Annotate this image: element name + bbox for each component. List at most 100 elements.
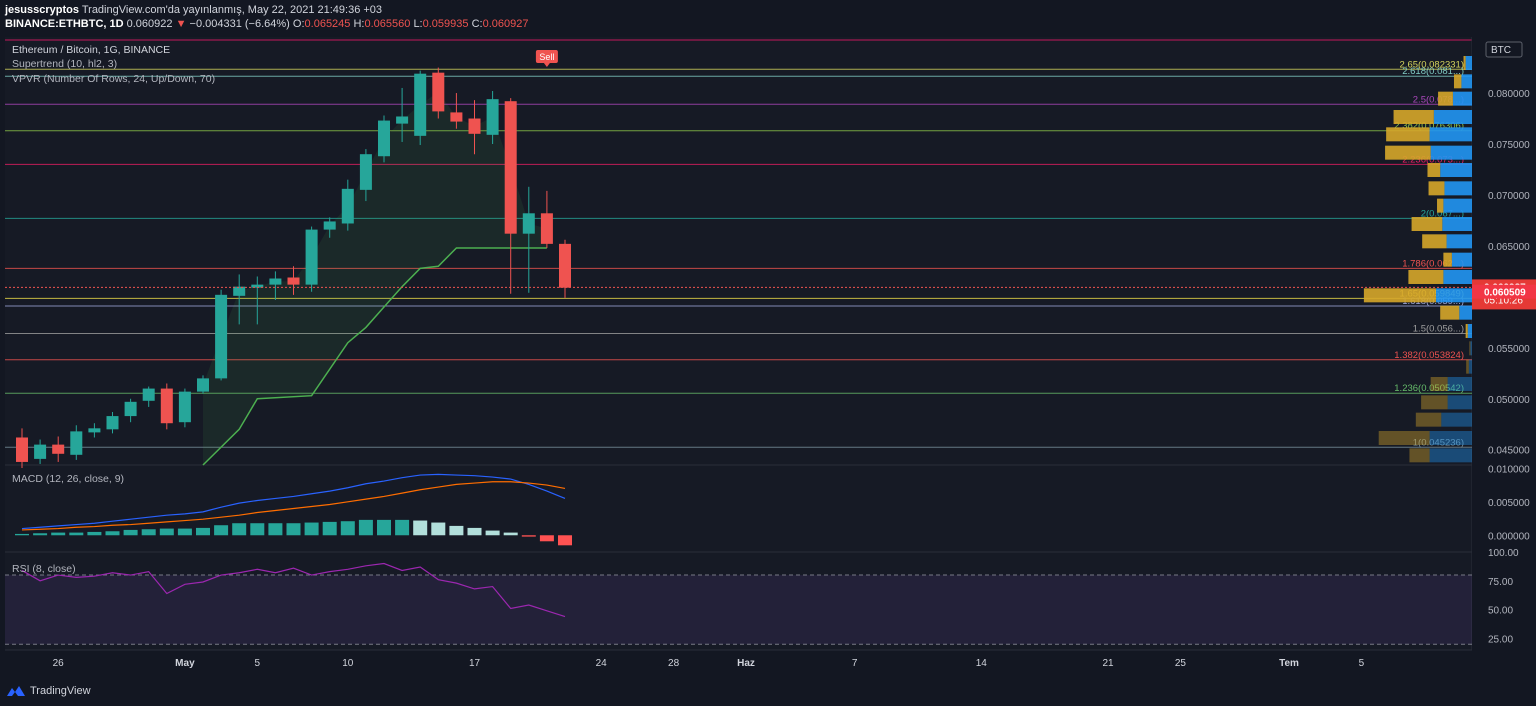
time-axis-label: 5 (1359, 658, 1365, 669)
candle-body (432, 72, 445, 112)
sell-signal-pointer (543, 63, 550, 67)
rsi-axis-label: 75.00 (1488, 577, 1513, 588)
time-axis-label: 26 (53, 658, 65, 669)
rsi-band-fill (5, 575, 1472, 645)
vpvr-up-bar (1429, 448, 1472, 463)
rsi-axis-label: 50.00 (1488, 606, 1513, 617)
price-axis-label: 0.050000 (1488, 395, 1530, 406)
macd-histogram-bar (69, 532, 84, 536)
vpvr-up-bar (1442, 217, 1472, 232)
candle-body (305, 229, 318, 285)
time-axis-label: 25 (1175, 658, 1187, 669)
macd-histogram-bar (286, 523, 301, 536)
published-text: TradingView.com'da yayınlanmış, May 22, … (81, 4, 383, 16)
macd-legend[interactable]: MACD (12, 26, close, 9) (12, 473, 125, 485)
vpvr-up-bar (1443, 269, 1472, 284)
macd-histogram-bar (304, 522, 319, 536)
vpvr-down-bar (1440, 305, 1460, 320)
vpvr-up-bar (1429, 127, 1472, 142)
ask-price-tag (1472, 284, 1536, 299)
candle-body (378, 120, 390, 157)
fib-level-label: 1.382(0.053824) (1394, 350, 1464, 361)
ohlc-header: BINANCE:ETHBTC, 1D 0.060922 ▼ −0.004331 … (5, 18, 528, 30)
candle-body (70, 431, 83, 455)
macd-pane (5, 465, 1472, 552)
open-label: O: (292, 18, 305, 30)
fib-level-label: 1.786(0.062...) (1402, 258, 1464, 269)
vpvr-up-bar (1468, 359, 1472, 374)
publish-header: jesusscryptos TradingView.com'da yayınla… (5, 4, 382, 16)
fib-level-label: 1(0.045236) (1413, 437, 1464, 448)
time-axis-label: May (175, 658, 195, 669)
candle-body (160, 388, 173, 424)
fib-level-label: 2.618(0.081...) (1402, 66, 1464, 77)
candle-body (16, 437, 28, 462)
time-axis-label: 17 (469, 658, 481, 669)
candle-body (522, 213, 535, 234)
close-label: C: (471, 18, 483, 30)
symbol-label: BINANCE:ETHBTC, 1D (5, 18, 124, 30)
macd-line (21, 473, 566, 530)
vpvr-up-bar (1459, 305, 1472, 320)
vpvr-down-bar (1443, 252, 1452, 267)
time-axis-label: 14 (976, 658, 988, 669)
close-value: 0.060927 (482, 18, 529, 30)
candle-body (486, 99, 499, 135)
low-value: 0.059935 (422, 18, 469, 30)
vpvr-up-bar (1430, 145, 1472, 160)
vpvr-down-bar (1408, 269, 1444, 284)
tradingview-brand: TradingView (30, 685, 91, 697)
macd-histogram-bar (539, 535, 554, 542)
rsi-line (21, 562, 566, 618)
macd-histogram-bar (377, 519, 391, 536)
vpvr-down-bar (1411, 217, 1443, 232)
candle-body (251, 284, 264, 288)
last-price: 0.060922 (126, 18, 173, 30)
fib-level-label: 2(0.067...) (1421, 208, 1464, 219)
vpvr-up-bar (1447, 395, 1472, 410)
macd-histogram-bar (15, 533, 29, 536)
vpvr-down-bar (1386, 127, 1430, 142)
macd-histogram-bar (232, 523, 247, 536)
vpvr-down-bar (1409, 448, 1430, 463)
currency-badge (1485, 41, 1523, 58)
chart-title: Ethereum / Bitcoin, 1G, BINANCE (12, 44, 171, 56)
vpvr-down-bar (1430, 376, 1448, 391)
tradingview-footer[interactable]: TradingView (6, 684, 91, 698)
vpvr-up-bar (1441, 412, 1472, 427)
fib-level-label: 2.382(0.076306) (1394, 121, 1464, 132)
vpvr-up-bar (1447, 376, 1472, 391)
supertrend-legend[interactable]: Supertrend (10, hl2, 3) (12, 58, 118, 70)
macd-axis-label: 0.005000 (1488, 498, 1530, 509)
macd-histogram-bar (159, 528, 174, 536)
vpvr-up-bar (1444, 181, 1472, 196)
price-axis-background (1472, 37, 1536, 650)
fib-level-label: 2.65(0.082331) (1400, 59, 1464, 70)
price-axis-label: 0.070000 (1488, 191, 1530, 202)
time-axis-label: 7 (852, 658, 858, 669)
candle-body (88, 428, 101, 433)
time-axis-label: 10 (342, 658, 354, 669)
price-axis-label: 0.080000 (1488, 89, 1530, 100)
macd-histogram-bar (214, 525, 229, 536)
candle-body (323, 221, 336, 230)
vpvr-up-bar (1433, 110, 1472, 125)
sell-signal-label: Sell (539, 52, 554, 62)
rsi-axis-label: 100.00 (1488, 548, 1519, 559)
time-axis-label: Haz (737, 658, 755, 669)
change-arrow-icon: ▼ (175, 18, 187, 30)
macd-histogram-bar (340, 521, 355, 536)
fib-level-label: 1.236(0.050542) (1394, 383, 1464, 394)
vpvr-up-bar (1452, 91, 1472, 106)
time-axis-label: 24 (596, 658, 608, 669)
vpvr-down-bar (1422, 234, 1447, 249)
vpvr-legend[interactable]: VPVR (Number Of Rows, 24, Up/Down, 70) (12, 73, 216, 85)
macd-histogram-bar (485, 530, 500, 536)
rsi-legend[interactable]: RSI (8, close) (12, 563, 76, 575)
vpvr-up-bar (1451, 252, 1472, 267)
candle-body (468, 118, 481, 134)
supertrend-fill (203, 92, 547, 466)
candle-body (504, 101, 517, 234)
publisher-name[interactable]: jesusscryptos (5, 4, 79, 16)
